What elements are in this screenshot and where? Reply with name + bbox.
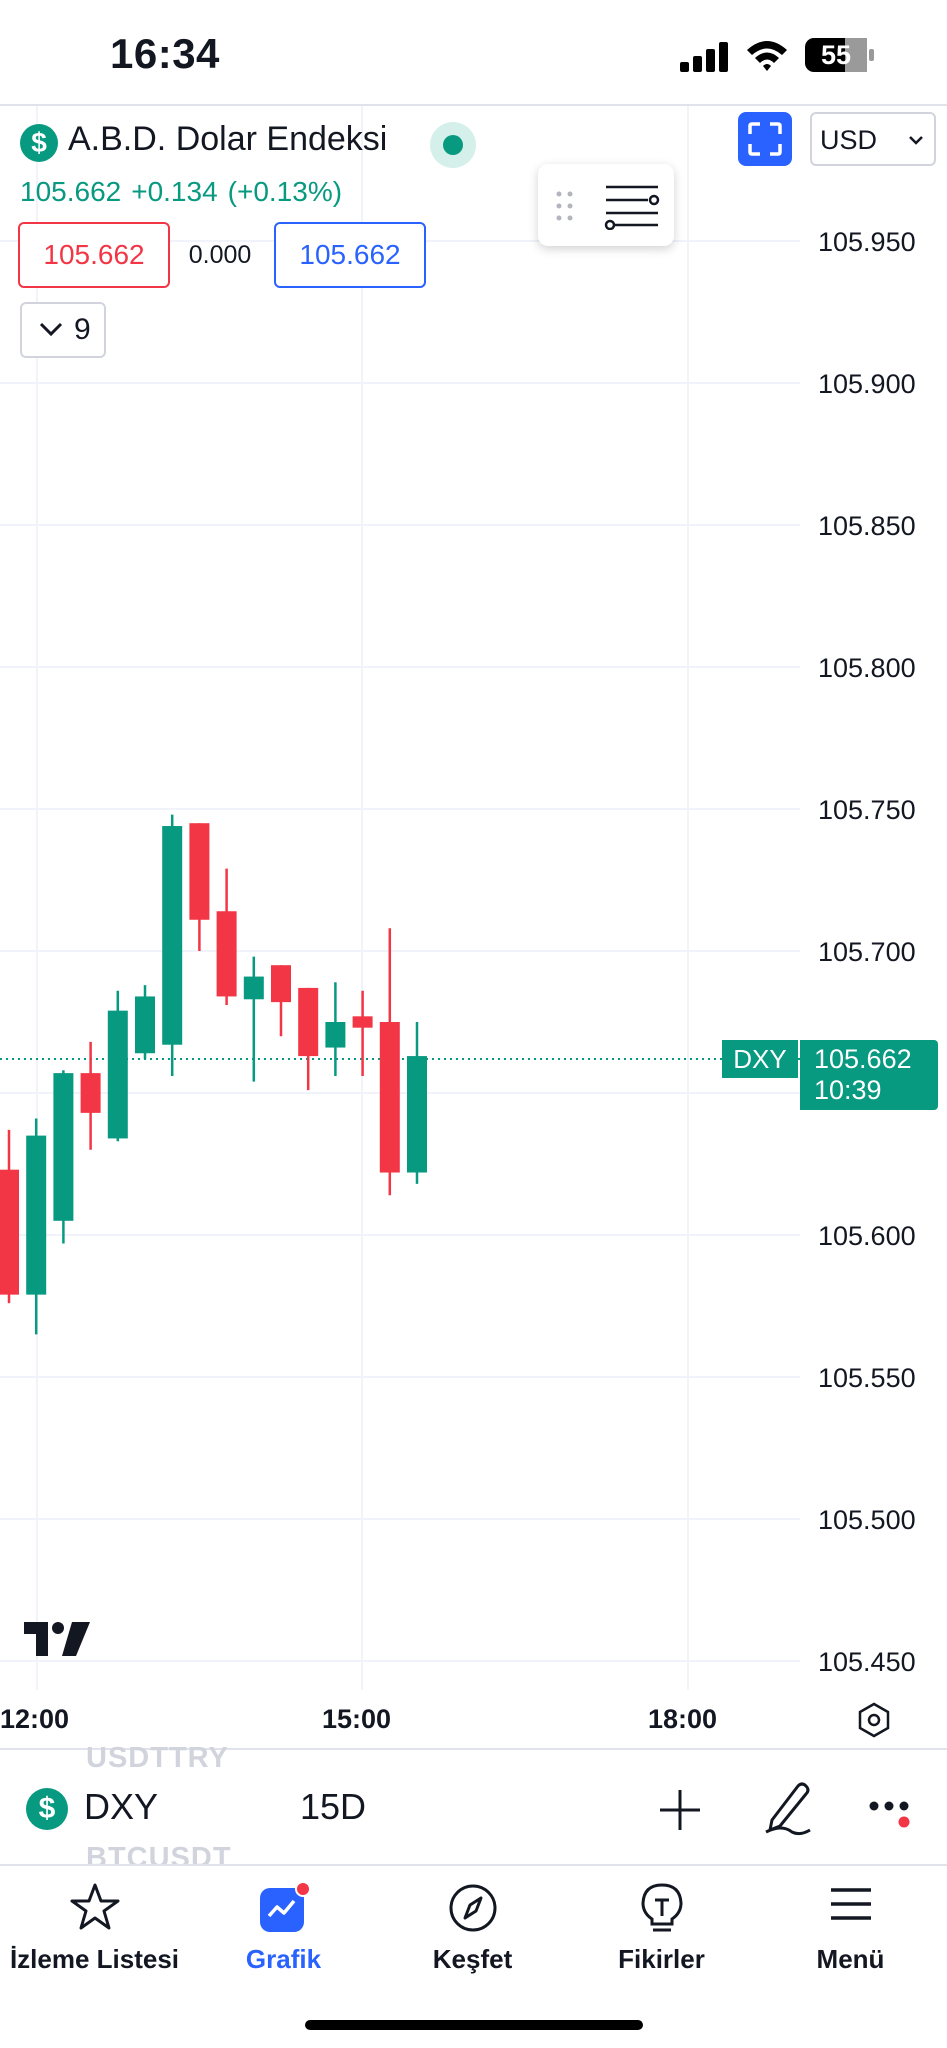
more-icon[interactable] — [868, 1800, 916, 1830]
fullscreen-icon — [748, 122, 782, 156]
x-axis-tick: 12:00 — [0, 1704, 70, 1734]
indicators-collapse-button[interactable]: 9 — [20, 302, 106, 358]
fullscreen-button[interactable] — [738, 112, 792, 166]
current-price-value: 105.662 — [814, 1044, 912, 1074]
tradingview-logo[interactable] — [24, 1622, 94, 1656]
symbol-currency-icon: $ — [20, 124, 58, 162]
currency-select[interactable]: USD — [810, 112, 936, 166]
last-price: 105.662 — [20, 176, 122, 207]
candles — [0, 814, 427, 1335]
home-indicator — [305, 2020, 643, 2030]
candlestick-chart[interactable] — [0, 106, 947, 1746]
candle-body — [0, 1169, 19, 1295]
chart-settings-icon[interactable] — [856, 1702, 892, 1738]
candle-body — [379, 1022, 400, 1173]
y-axis-tick: 105.500 — [818, 1505, 916, 1535]
battery-level: 55 — [820, 40, 852, 70]
star-icon — [70, 1883, 119, 1930]
candle-body — [107, 1010, 128, 1139]
status-bar: 16:34 55 — [0, 0, 947, 104]
chart-toolbar: USDTTRY BTCUSDT $ DXY 15D — [0, 1742, 947, 1874]
y-axis-tick: 105.700 — [818, 937, 916, 967]
candle-body — [325, 1022, 346, 1048]
nav-label: Grafik — [245, 1944, 322, 1974]
nav-chart[interactable]: Grafik — [189, 1866, 378, 1986]
candle-body — [135, 996, 155, 1054]
y-axis-tick: 105.950 — [818, 227, 916, 257]
candle-body — [298, 987, 319, 1057]
chart-icon — [259, 1882, 311, 1932]
market-status-icon[interactable] — [430, 122, 476, 168]
candle-body — [216, 911, 237, 997]
chevron-down-icon — [909, 136, 923, 145]
add-icon[interactable] — [658, 1788, 702, 1832]
buy-button[interactable]: 105.662 — [274, 222, 426, 288]
y-axis-tick: 105.600 — [818, 1221, 916, 1251]
candle-body — [352, 1016, 373, 1028]
candle-body — [243, 976, 264, 1000]
symbol-currency-icon: $ — [26, 1788, 68, 1830]
y-axis-tick: 105.550 — [818, 1363, 916, 1393]
nav-menu[interactable]: Menü — [756, 1866, 945, 1986]
price-change: +0.134 — [131, 176, 218, 207]
candle-body — [189, 823, 210, 920]
candle-body — [162, 826, 183, 1045]
chart-area[interactable] — [0, 106, 947, 1746]
symbol-price-label: DXY — [722, 1040, 798, 1078]
nav-watchlist[interactable]: İzleme Listesi — [0, 1866, 189, 1986]
symbol-title[interactable]: A.B.D. Dolar Endeksi — [68, 120, 388, 158]
bar-countdown: 10:39 — [814, 1075, 882, 1105]
header-separator — [0, 104, 947, 106]
drag-handle-icon[interactable] — [554, 190, 576, 222]
sell-button[interactable]: 105.662 — [18, 222, 170, 288]
battery-icon: 55 — [805, 38, 875, 72]
toolbar-separator — [0, 1748, 947, 1750]
compass-icon — [449, 1884, 496, 1932]
nav-ideas[interactable]: Fikirler — [567, 1866, 756, 1986]
candle-body — [26, 1135, 47, 1295]
currency-value: USD — [820, 125, 878, 155]
nav-explore[interactable]: Keşfet — [378, 1866, 567, 1986]
price-change-percent: (+0.13%) — [227, 176, 343, 207]
symbol-search-button[interactable]: DXY — [84, 1786, 159, 1827]
candle-body — [53, 1073, 74, 1221]
x-axis-tick: 18:00 — [648, 1704, 718, 1734]
signal-icon — [680, 42, 728, 72]
nav-label: Fikirler — [618, 1944, 705, 1974]
object-tree-toolbar[interactable] — [538, 164, 674, 246]
object-tree-icon[interactable] — [602, 182, 664, 230]
nav-separator — [0, 1864, 947, 1866]
hamburger-menu-icon — [830, 1888, 871, 1920]
y-axis-tick: 105.900 — [818, 369, 916, 399]
y-axis-tick: 105.850 — [818, 511, 916, 541]
current-price-tag: 105.662 10:39 — [800, 1040, 938, 1110]
y-axis-tick: 105.450 — [818, 1647, 916, 1677]
chevron-down-icon — [39, 322, 63, 337]
nav-label: Keşfet — [432, 1944, 513, 1974]
ghost-symbol: USDTTRY — [86, 1742, 229, 1774]
y-axis-tick: 105.750 — [818, 795, 916, 825]
price-summary: 105.662 +0.134 (+0.13%) — [20, 176, 352, 208]
lightbulb-icon — [640, 1883, 683, 1932]
status-time: 16:34 — [110, 30, 220, 77]
nav-label: İzleme Listesi — [9, 1944, 180, 1974]
candle-body — [407, 1056, 427, 1173]
chart-grid — [0, 106, 800, 1690]
x-axis-tick: 15:00 — [322, 1704, 392, 1734]
interval-button[interactable]: 15D — [300, 1786, 367, 1827]
y-axis-tick: 105.800 — [818, 653, 916, 683]
nav-label: Menü — [816, 1944, 885, 1974]
candle-body — [271, 965, 291, 1003]
indicator-count: 9 — [74, 313, 91, 346]
bottom-navigation: İzleme Listesi Grafik Keşfet Fikirler — [0, 1866, 947, 2048]
wifi-icon — [747, 41, 787, 71]
drawing-tools-icon[interactable] — [762, 1780, 814, 1836]
spread-value: 0.000 — [188, 241, 252, 269]
candle-body — [80, 1073, 101, 1113]
